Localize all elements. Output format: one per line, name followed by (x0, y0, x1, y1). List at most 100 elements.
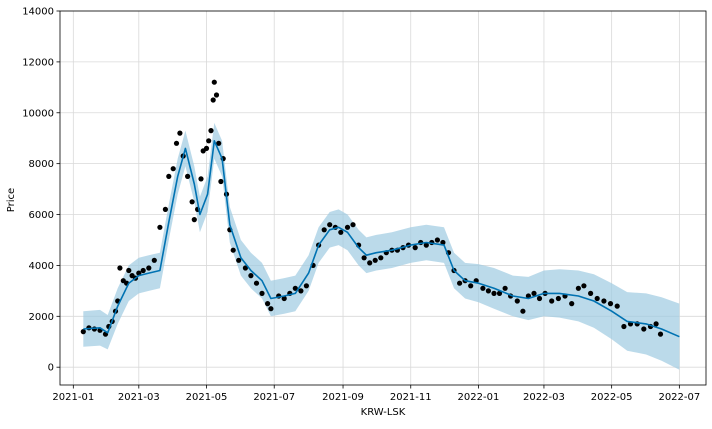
observed-point (191, 217, 197, 223)
y-axis-ticks: 0 2000 4000 6000 8000 10000 12000 14000 (22, 7, 60, 374)
observed-point (588, 290, 594, 296)
observed-point (157, 224, 163, 230)
x-tick-label: 2021-07 (253, 392, 295, 403)
observed-point (607, 301, 614, 307)
observed-point (641, 326, 647, 332)
observed-point (265, 301, 271, 307)
observed-point (496, 290, 503, 296)
uncertainty-band-layer (83, 122, 680, 370)
observed-point (601, 298, 607, 304)
observed-point (457, 280, 463, 286)
observed-point (423, 242, 429, 248)
observed-point (361, 255, 367, 261)
observed-point (338, 229, 344, 235)
observed-point (657, 331, 664, 337)
y-axis-label: Price (6, 188, 17, 212)
y-tick-label: 6000 (29, 210, 54, 221)
observed-point (514, 298, 520, 304)
x-tick-label: 2021-01 (52, 392, 94, 403)
observed-point (321, 227, 327, 233)
x-tick-label: 2022-01 (458, 392, 500, 403)
observed-point (621, 323, 627, 330)
observed-point (253, 280, 260, 286)
x-axis-label: KRW-LSK (361, 407, 406, 418)
observed-point (520, 308, 526, 314)
x-tick-label: 2021-05 (186, 392, 228, 403)
observed-point (189, 199, 195, 205)
forecast-line (83, 140, 680, 338)
y-tick-label: 2000 (29, 312, 54, 323)
observed-point (236, 257, 242, 263)
observed-point (480, 285, 486, 291)
observed-point (146, 265, 152, 271)
observed-point (166, 173, 172, 179)
x-tick-label: 2022-05 (591, 392, 633, 403)
observed-point (213, 92, 220, 98)
observed-point (170, 166, 176, 172)
x-tick-label: 2021-11 (390, 392, 432, 403)
x-axis-ticks: 2021-01 2021-03 2021-05 2021-07 2021-09 2021-… (52, 385, 700, 403)
observed-point (569, 301, 575, 307)
observed-point (80, 329, 86, 335)
observed-point (555, 295, 562, 302)
y-tick-label: 12000 (22, 57, 54, 68)
observed-point (126, 267, 132, 274)
observed-point (242, 265, 248, 271)
observed-point (151, 257, 157, 263)
observed-point (177, 130, 183, 136)
y-tick-label: 8000 (29, 159, 54, 170)
x-tick-label: 2022-07 (658, 392, 700, 403)
observed-point (303, 283, 309, 289)
observed-point (549, 298, 555, 304)
observed-point (140, 267, 146, 274)
observed-point (485, 288, 491, 294)
y-tick-label: 4000 (29, 261, 54, 272)
observed-point (281, 295, 287, 302)
observed-point (350, 222, 356, 228)
observed-point (292, 285, 298, 291)
observed-point (575, 285, 582, 291)
observed-point (372, 257, 378, 263)
observed-point (268, 306, 274, 312)
observed-point (208, 128, 214, 134)
observed-point (531, 290, 537, 296)
observed-point (248, 273, 254, 279)
observed-point (218, 178, 224, 185)
observed-point (210, 97, 216, 103)
observed-point (614, 303, 620, 309)
observed-point (412, 245, 418, 251)
uncertainty-band (83, 122, 680, 370)
observed-point (117, 265, 123, 271)
x-tick-label: 2021-03 (118, 392, 160, 403)
y-tick-label: 10000 (22, 108, 54, 119)
observed-point (440, 239, 446, 246)
observed-point (378, 255, 384, 261)
observed-point (434, 237, 440, 243)
observed-point (653, 321, 659, 327)
observed-point (327, 222, 333, 228)
observed-point (198, 176, 204, 182)
observed-point (367, 260, 373, 266)
observed-point (502, 285, 508, 291)
observed-point (594, 295, 600, 302)
observed-point (136, 270, 142, 276)
observed-point (468, 283, 474, 289)
y-tick-label: 0 (48, 363, 54, 374)
x-tick-label: 2021-09 (322, 392, 364, 403)
x-tick-label: 2022-03 (523, 392, 565, 403)
observed-point (536, 295, 543, 302)
observed-point (230, 247, 236, 253)
observed-point (185, 173, 191, 179)
observed-point (344, 224, 351, 230)
observed-point (211, 79, 217, 85)
observed-point (173, 140, 180, 146)
plot-frame (59, 10, 707, 386)
observed-point (298, 288, 304, 294)
observed-point (206, 138, 212, 144)
observed-point (259, 290, 265, 296)
observed-point (203, 145, 210, 151)
observed-point (162, 206, 168, 212)
